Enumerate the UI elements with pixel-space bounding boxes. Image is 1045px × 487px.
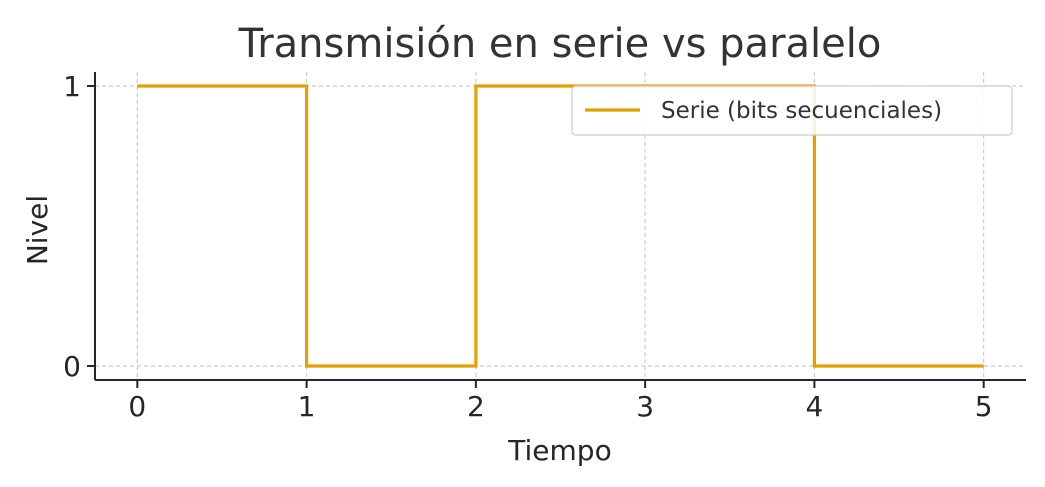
x-ticks: 0 1 2 3 4 5 <box>128 380 993 423</box>
axes <box>94 72 1026 381</box>
chart-title: Transmisión en serie vs paralelo <box>238 21 882 67</box>
x-tick-label: 3 <box>636 390 654 423</box>
x-axis-label: Tiempo <box>507 434 611 467</box>
series-line <box>137 84 984 368</box>
y-tick-label: 1 <box>63 70 81 103</box>
x-tick-label: 5 <box>975 390 993 423</box>
x-tick-label: 4 <box>805 390 823 423</box>
y-tick-label: 0 <box>63 350 81 383</box>
legend: Serie (bits secuenciales) <box>571 85 1013 136</box>
x-tick-label: 2 <box>467 390 485 423</box>
series-layer <box>137 84 984 368</box>
legend-label: Serie (bits secuenciales) <box>661 98 942 124</box>
x-tick-label: 1 <box>298 390 316 423</box>
legend-box <box>571 85 1013 136</box>
x-tick-label: 0 <box>128 390 146 423</box>
y-ticks: 01 <box>63 70 95 383</box>
y-axis-label: Nivel <box>21 195 54 265</box>
